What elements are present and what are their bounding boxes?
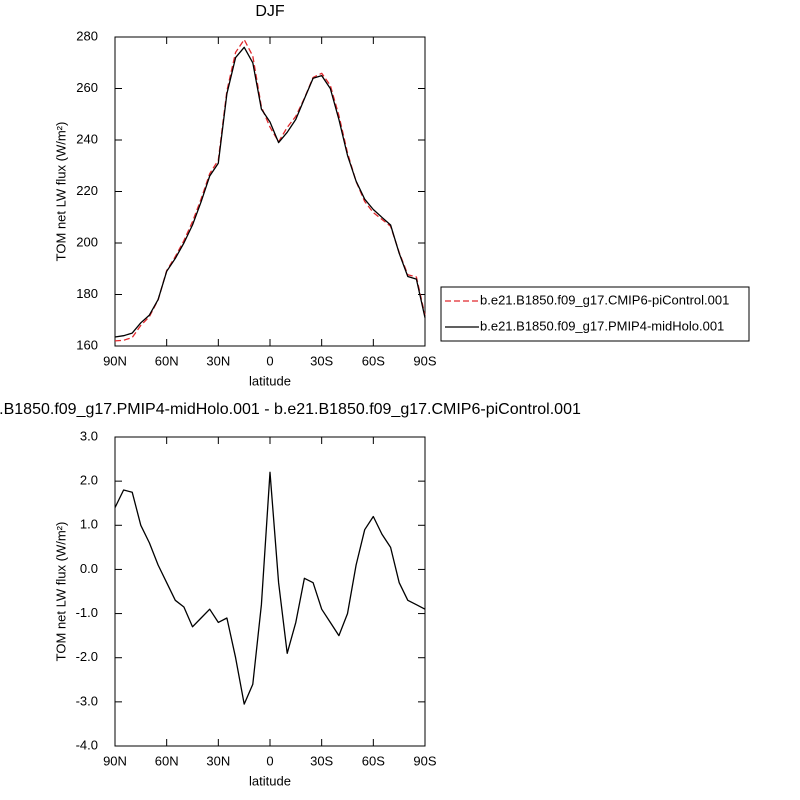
y-tick-label: -4.0 [76, 737, 98, 752]
y-axis-label: TOM net LW flux (W/m²) [53, 122, 68, 262]
legend-box [440, 286, 750, 342]
y-tick-label: 200 [76, 234, 98, 249]
y-tick-label: 3.0 [80, 428, 98, 443]
data-line [114, 471, 426, 705]
y-tick-label: 280 [76, 28, 98, 43]
y-tick-label: 0.0 [80, 561, 98, 576]
x-tick-label: 0 [266, 353, 273, 368]
legend-label: b.e21.B1850.f09_g17.CMIP6-piControl.001 [480, 292, 729, 307]
y-tick-label: 260 [76, 80, 98, 95]
y-tick-label: -1.0 [76, 605, 98, 620]
data-line [114, 46, 426, 338]
x-tick-label: 30N [206, 753, 230, 768]
y-tick-label: 1.0 [80, 517, 98, 532]
y-tick-label: 180 [76, 286, 98, 301]
x-axis-label: latitude [249, 773, 291, 788]
x-tick-label: 90S [413, 753, 436, 768]
y-tick-label: 240 [76, 131, 98, 146]
x-tick-label: 90N [103, 753, 127, 768]
y-tick-label: 2.0 [80, 473, 98, 488]
plot-frame [114, 436, 426, 747]
x-tick-label: 60S [362, 353, 385, 368]
x-tick-label: 60S [362, 753, 385, 768]
x-tick-label: 30N [206, 353, 230, 368]
x-tick-label: 30S [310, 353, 333, 368]
x-tick-label: 0 [266, 753, 273, 768]
x-tick-label: 90N [103, 353, 127, 368]
data-line [114, 38, 426, 342]
chart-title: DJF [255, 3, 285, 20]
x-axis-label: latitude [249, 373, 291, 388]
x-tick-label: 60N [155, 753, 179, 768]
chart-title: b.e21.B1850.f09_g17.PMIP4-midHolo.001 - … [0, 401, 581, 418]
y-axis-label: TOM net LW flux (W/m²) [53, 522, 68, 662]
x-tick-label: 90S [413, 353, 436, 368]
y-tick-label: 160 [76, 337, 98, 352]
y-tick-label: -3.0 [76, 693, 98, 708]
y-tick-label: -2.0 [76, 649, 98, 664]
y-tick-label: 220 [76, 183, 98, 198]
x-tick-label: 60N [155, 353, 179, 368]
plot-frame [114, 36, 426, 347]
x-tick-label: 30S [310, 753, 333, 768]
legend-label: b.e21.B1850.f09_g17.PMIP4-midHolo.001 [480, 318, 724, 333]
